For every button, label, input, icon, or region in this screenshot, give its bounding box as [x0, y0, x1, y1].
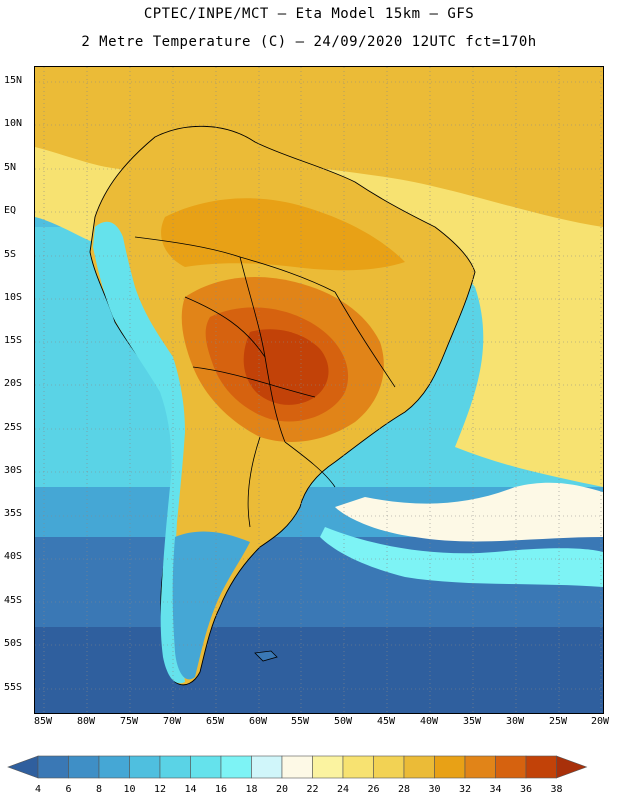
lon-label: 80W	[76, 716, 96, 727]
amazon-warm-region	[161, 198, 405, 271]
caribbean-warm-region	[35, 67, 603, 227]
patagonia-cool-region	[172, 531, 250, 680]
lon-label: 40W	[419, 716, 439, 727]
colorbar-tick-label: 6	[65, 784, 72, 795]
colorbar-tick-label: 16	[214, 784, 228, 795]
hottest-interior-region	[243, 329, 329, 405]
colorbar-tick-label: 26	[367, 784, 380, 795]
colorbar-tick-label: 12	[153, 784, 167, 795]
lat-label: 15S	[4, 335, 23, 346]
colorbar-tick-label: 34	[489, 784, 502, 795]
lon-label: 65W	[205, 716, 225, 727]
falkland-islands	[254, 650, 278, 662]
colorbar-arrow-low	[7, 755, 39, 779]
lat-label: 20S	[4, 378, 23, 389]
colorbar-cell	[37, 755, 69, 779]
colorbar-tick-label: 36	[519, 784, 533, 795]
lon-label: 50W	[333, 716, 353, 727]
colorbar-cell	[495, 755, 527, 779]
lat-label: 10N	[4, 118, 23, 129]
lon-label: 60W	[248, 716, 268, 727]
colorbar-cell	[342, 755, 374, 779]
colorbar-cell	[190, 755, 222, 779]
lat-label: 25S	[4, 422, 23, 433]
colorbar	[7, 755, 588, 779]
colorbar-tick-label: 8	[95, 784, 103, 795]
colorbar-cell	[251, 755, 283, 779]
colorbar-cell	[525, 755, 557, 779]
lon-label: 70W	[162, 716, 182, 727]
map-subtitle: 2 Metre Temperature (C) – 24/09/2020 12U…	[81, 34, 537, 50]
colorbar-cell	[220, 755, 252, 779]
colorbar-cell	[403, 755, 435, 779]
colorbar-cell	[373, 755, 405, 779]
lat-label: 30S	[4, 465, 23, 476]
lon-label: 55W	[290, 716, 310, 727]
colorbar-tick-label: 32	[458, 784, 472, 795]
colorbar-tick-label: 10	[123, 784, 136, 795]
lon-label: 75W	[119, 716, 139, 727]
colorbar-tick-label: 22	[306, 784, 319, 795]
lon-label: 85W	[33, 716, 53, 727]
colorbar-cell	[68, 755, 100, 779]
colorbar-tick-label: 14	[184, 784, 197, 795]
lat-label: 15N	[4, 75, 23, 86]
colorbar-cell	[98, 755, 130, 779]
country-borders	[134, 236, 396, 528]
colorbar-tick-label: 4	[34, 784, 42, 795]
cool-atlantic-band	[320, 527, 603, 587]
colorbar-cell	[129, 755, 161, 779]
lat-label: 50S	[4, 638, 23, 649]
lon-label: 35W	[462, 716, 482, 727]
lon-label: 45W	[376, 716, 396, 727]
colorbar-tick-label: 24	[336, 784, 350, 795]
lat-label: 10S	[4, 292, 23, 303]
lat-label: EQ	[4, 205, 17, 216]
lat-label: 35S	[4, 508, 23, 519]
temperature-map[interactable]	[34, 66, 604, 714]
colorbar-cell	[159, 755, 191, 779]
subtropical-pale-band	[335, 482, 603, 542]
colorbar-tick-label: 28	[397, 784, 411, 795]
colorbar-tick-label: 18	[245, 784, 258, 795]
colorbar-tick-label: 30	[428, 784, 441, 795]
colorbar-cell	[464, 755, 496, 779]
colorbar-cell	[312, 755, 344, 779]
lon-label: 25W	[548, 716, 568, 727]
colorbar-cell	[281, 755, 313, 779]
lon-label: 20W	[590, 716, 610, 727]
graticule	[35, 67, 603, 713]
map-title: CPTEC/INPE/MCT – Eta Model 15km – GFS	[143, 6, 475, 22]
colorbar-cell	[434, 755, 466, 779]
colorbar-tick-label: 38	[550, 784, 563, 795]
colorbar-arrow-high	[556, 755, 588, 779]
lat-label: 55S	[4, 682, 23, 693]
lat-label: 5N	[4, 162, 17, 173]
lat-label: 45S	[4, 595, 23, 606]
lat-label: 40S	[4, 551, 23, 562]
lon-label: 30W	[505, 716, 525, 727]
lat-label: 5S	[4, 249, 17, 260]
colorbar-tick-label: 20	[275, 784, 289, 795]
map-canvas	[35, 67, 603, 713]
